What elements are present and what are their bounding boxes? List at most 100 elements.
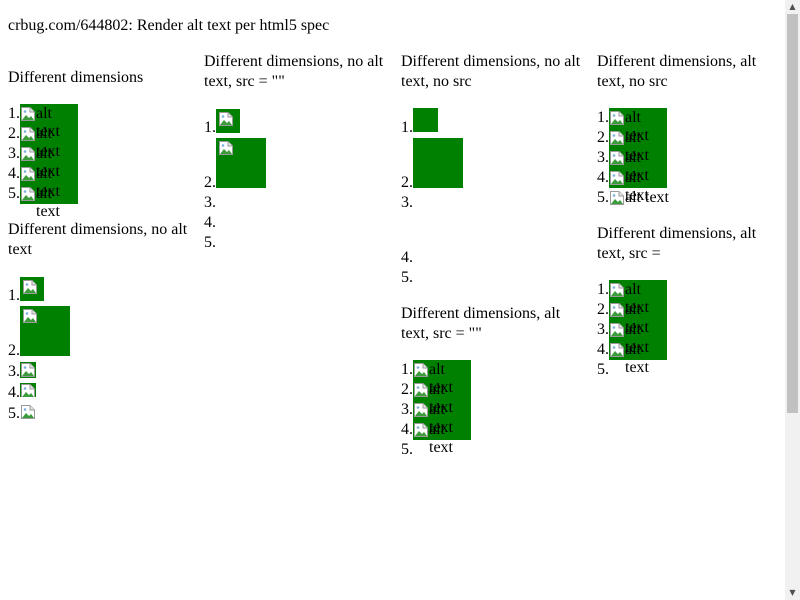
alt-row: alt text [20, 164, 78, 200]
broken-image-icon [413, 422, 429, 438]
broken-image-icon [609, 282, 625, 298]
list-number: 5. [8, 185, 20, 202]
list-item: 4. [8, 164, 20, 184]
list-item: 5. [597, 188, 609, 208]
alt-text: alt text [429, 421, 453, 456]
list-item: 4. [597, 340, 609, 360]
scroll-up-arrow-icon[interactable]: ▲ [789, 2, 796, 11]
broken-image-icon [20, 126, 36, 142]
list-item: 2. [8, 341, 20, 361]
broken-image-icon [22, 279, 38, 295]
list-number: 1. [204, 119, 216, 136]
list-number: 1. [597, 109, 609, 126]
list-item: 1. [8, 286, 20, 306]
list-item: 5. [597, 360, 609, 380]
image-box [20, 277, 44, 301]
list-number: 3. [204, 194, 216, 211]
broken-image-icon [609, 190, 625, 206]
list-item: 3. [204, 193, 216, 213]
list-number: 1. [401, 361, 413, 378]
list-item: 5. [8, 184, 20, 204]
list-number: 4. [8, 384, 20, 401]
alt-row: alt text [609, 108, 667, 144]
alt-text: alt text [429, 401, 453, 436]
section-heading: Different dimensions, no alt text, no sr… [401, 53, 581, 90]
list-item: 1. [401, 118, 413, 138]
broken-image-icon [609, 302, 625, 318]
alt-text: alt text [429, 381, 453, 416]
alt-row: alt text [609, 280, 667, 316]
list-item: 1. [597, 280, 609, 300]
list-item: 3. [8, 144, 20, 164]
list-number: 3. [597, 149, 609, 166]
section-heading: Different dimensions, alt text, src = "" [401, 305, 561, 342]
alt-row: alt text [20, 124, 78, 160]
alt-text: alt text [625, 189, 669, 206]
list-number: 4. [597, 341, 609, 358]
broken-image-icon [20, 146, 36, 162]
list-item: 1. [401, 360, 413, 380]
list-number: 1. [401, 119, 413, 136]
alt-row: alt text [20, 104, 78, 140]
broken-image-icon [218, 111, 234, 127]
list-number: 1. [597, 281, 609, 298]
list-number: 3. [8, 363, 20, 380]
image-box [413, 108, 438, 132]
list-item: 5. [204, 233, 216, 253]
broken-image-icon [609, 150, 625, 166]
alt-text: alt text [429, 361, 453, 396]
list-number: 2. [597, 301, 609, 318]
broken-image-icon [20, 166, 36, 182]
broken-image-icon [609, 170, 625, 186]
alt-row: alt text [609, 340, 667, 376]
scrollbar-thumb[interactable] [787, 14, 798, 413]
list-number: 2. [204, 174, 216, 191]
alt-text: alt text [625, 341, 649, 376]
broken-image-icon [20, 383, 36, 397]
list-item: 1. [204, 118, 216, 138]
alt-text: alt text [36, 145, 60, 180]
list-number: 4. [401, 421, 413, 438]
list-item: 3. [401, 400, 413, 420]
scroll-down-arrow-icon[interactable]: ▼ [789, 588, 796, 597]
list-item: 3. [597, 148, 609, 168]
image-box [20, 383, 36, 397]
list-item: 2. [597, 300, 609, 320]
list-item: 4. [204, 213, 216, 233]
section-heading: Different dimensions [8, 69, 144, 86]
list-number: 3. [8, 145, 20, 162]
image-box [20, 404, 36, 419]
list-number: 3. [597, 321, 609, 338]
broken-image-icon [609, 342, 625, 358]
list-number: 1. [8, 105, 20, 122]
alt-text: alt text [36, 105, 60, 140]
alt-row: alt text [609, 148, 667, 184]
alt-row: alt text [609, 168, 667, 204]
list-number: 2. [8, 342, 20, 359]
list-item: 3. [8, 362, 20, 382]
page-title: crbug.com/644802: Render alt text per ht… [8, 17, 330, 34]
image-box [20, 362, 36, 378]
alt-row: alt text [413, 380, 471, 416]
list-item: 5. [401, 440, 413, 460]
broken-image-icon [609, 110, 625, 126]
list-item: 2. [401, 173, 413, 193]
broken-image-icon [22, 308, 38, 324]
image-box [216, 109, 240, 133]
list-number: 2. [401, 381, 413, 398]
list-number: 3. [401, 194, 413, 211]
section-heading: Different dimensions, no alt text, src =… [204, 53, 384, 90]
list-number: 2. [8, 125, 20, 142]
broken-image-icon [609, 322, 625, 338]
list-item: 4. [401, 420, 413, 440]
list-number: 4. [597, 169, 609, 186]
broken-image-icon [609, 130, 625, 146]
broken-image-icon [413, 402, 429, 418]
alt-row: alt text [20, 184, 78, 220]
alt-row: alt text [413, 400, 471, 436]
list-number: 5. [597, 189, 609, 206]
alt-row: alt text [609, 300, 667, 336]
list-item: 4. [401, 248, 413, 268]
list-item: 3. [401, 193, 413, 213]
alt-text: alt text [36, 185, 60, 220]
